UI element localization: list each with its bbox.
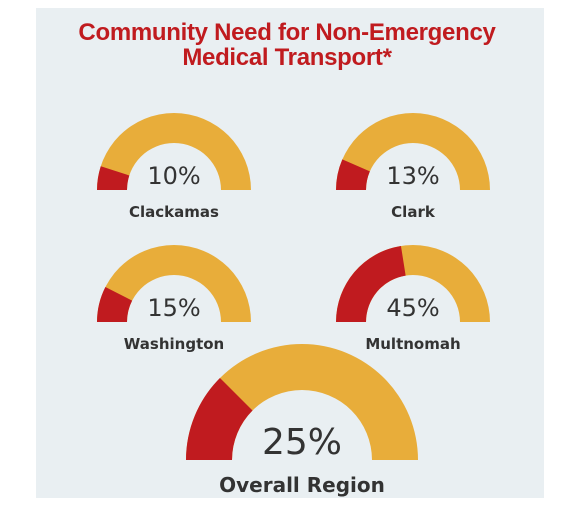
gauge-label: Multnomah — [365, 335, 460, 353]
gauge-value — [336, 159, 370, 190]
chart-title: Community Need for Non-Emergency Medical… — [78, 19, 496, 71]
gauge-label: Clackamas — [129, 203, 219, 221]
gauge-track — [336, 113, 490, 190]
value-label: 10% — [147, 162, 200, 190]
gauge-value — [186, 377, 253, 460]
value-label: 13% — [386, 162, 439, 190]
gauge-track — [97, 245, 251, 322]
gauge-label: Washington — [124, 335, 224, 353]
gauge-value — [97, 287, 133, 322]
panel — [36, 8, 544, 498]
value-label: 45% — [386, 294, 439, 322]
gauge-value — [336, 245, 406, 322]
value-label: 15% — [147, 294, 200, 322]
gauge-track — [97, 113, 251, 190]
gauge-label: Overall Region — [219, 473, 385, 497]
gauge-track — [186, 344, 418, 460]
gauge-value — [97, 166, 130, 190]
value-label: 25% — [262, 422, 342, 463]
gauge-label: Clark — [391, 203, 436, 221]
